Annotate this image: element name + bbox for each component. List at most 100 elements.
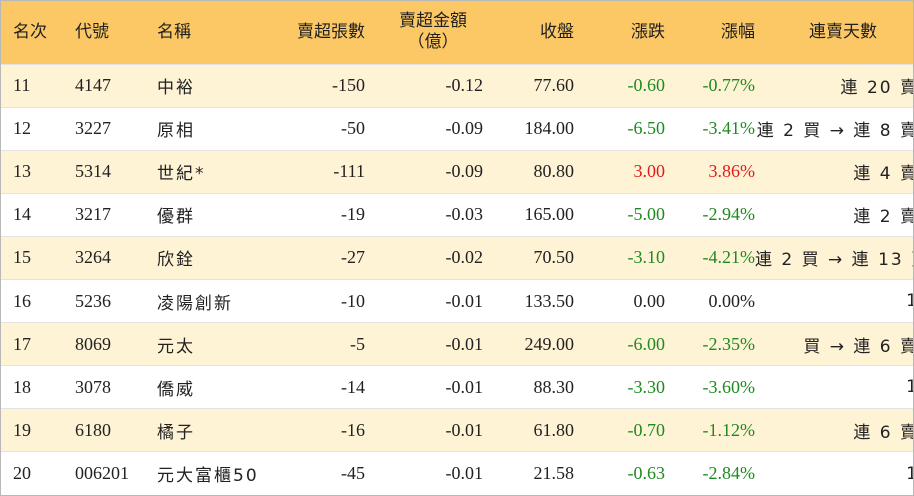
cell-close: 133.50 — [524, 290, 575, 311]
header-change-pct[interactable]: 漲幅 — [721, 21, 755, 42]
cell-change-pct: 0.00% — [708, 290, 756, 311]
cell-change: -0.60 — [627, 75, 666, 96]
cell-sell-lots: -50 — [341, 118, 365, 139]
cell-code: 6180 — [75, 419, 111, 440]
cell-rank: 14 — [13, 204, 31, 225]
cell-change-pct: -0.77% — [702, 75, 756, 96]
cell-name: 凌陽創新 — [157, 293, 233, 314]
table-row[interactable]: 19 6180 橘子 -16 -0.01 61.80 -0.70 -1.12% 連 6 賣 — [1, 408, 914, 452]
header-sell-amount-unit: （億） — [407, 32, 459, 53]
cell-streak: 連 2 買 → 連 8 賣 — [756, 121, 914, 142]
header-close[interactable]: 收盤 — [540, 21, 574, 42]
cell-change: -0.70 — [627, 419, 666, 440]
cell-code: 5236 — [75, 290, 111, 311]
cell-code: 006201 — [75, 463, 129, 484]
cell-change: -6.00 — [627, 333, 666, 354]
cell-name: 僑威 — [157, 379, 195, 400]
cell-name: 優群 — [157, 207, 195, 228]
cell-change: 0.00 — [633, 290, 666, 311]
cell-change-pct: -2.94% — [702, 204, 756, 225]
cell-streak: 連 2 賣 — [853, 207, 914, 228]
cell-name: 世紀* — [157, 164, 206, 185]
cell-sell-amount: -0.01 — [445, 463, 484, 484]
cell-rank: 16 — [13, 290, 31, 311]
cell-sell-lots: -14 — [341, 376, 365, 397]
cell-change-pct: -4.21% — [702, 247, 756, 268]
table-row[interactable]: 15 3264 欣銓 -27 -0.02 70.50 -3.10 -4.21% 連 2 買 → … — [1, 236, 914, 280]
cell-name: 元太 — [157, 336, 195, 357]
cell-close: 70.50 — [533, 247, 575, 268]
cell-change: -0.63 — [627, 463, 666, 484]
cell-change-pct: -3.41% — [702, 118, 756, 139]
table-row[interactable]: 20 006201 元大富櫃50 -45 -0.01 21.58 -0.63 -2.84%1 — [1, 451, 913, 495]
cell-sell-lots: -10 — [341, 290, 365, 311]
cell-rank: 17 — [13, 333, 31, 354]
cell-sell-lots: -27 — [341, 247, 365, 268]
cell-code: 3217 — [75, 204, 111, 225]
cell-sell-amount: -0.02 — [445, 247, 484, 268]
cell-streak: 連 2 買 → 連 13 賣 — [755, 250, 914, 271]
cell-code: 4147 — [75, 75, 111, 96]
header-name[interactable]: 名稱 — [157, 21, 191, 42]
cell-streak: 連 6 賣 — [853, 422, 914, 443]
cell-sell-lots: -5 — [350, 333, 365, 354]
header-code[interactable]: 代號 — [75, 21, 109, 42]
cell-sell-lots: -111 — [333, 161, 365, 182]
cell-close: 184.00 — [524, 118, 575, 139]
cell-change-pct: -3.60% — [702, 376, 756, 397]
cell-sell-amount: -0.12 — [445, 75, 484, 96]
cell-close: 80.80 — [533, 161, 575, 182]
cell-change: 3.00 — [633, 161, 666, 182]
header-sell-lots[interactable]: 賣超張數 — [297, 21, 365, 42]
cell-close: 21.58 — [533, 463, 575, 484]
cell-change: -3.30 — [627, 376, 666, 397]
cell-sell-amount: -0.01 — [445, 376, 484, 397]
table-header-row: 名次 代號 名稱 賣超張數 賣超金額 （億） 收盤 漲跌 漲幅 連賣天數 — [1, 1, 913, 64]
cell-sell-amount: -0.03 — [445, 204, 484, 225]
table-row[interactable]: 14 3217 優群 -19 -0.03 165.00 -5.00 -2.94% 連 2 賣 — [1, 193, 914, 237]
cell-name: 原相 — [157, 121, 195, 142]
table-row[interactable]: 13 5314 世紀* -111 -0.09 80.80 3.00 3.86% 連 4 賣 — [1, 150, 913, 194]
cell-sell-amount: -0.01 — [445, 419, 484, 440]
cell-sell-lots: -150 — [332, 75, 365, 96]
cell-sell-lots: -16 — [341, 419, 365, 440]
cell-close: 77.60 — [533, 75, 575, 96]
header-rank[interactable]: 名次 — [13, 21, 47, 42]
cell-change-pct: -2.84% — [702, 463, 756, 484]
header-change[interactable]: 漲跌 — [631, 21, 665, 42]
cell-rank: 15 — [13, 247, 31, 268]
cell-close: 165.00 — [524, 204, 575, 225]
cell-code: 8069 — [75, 333, 111, 354]
cell-rank: 12 — [13, 118, 31, 139]
cell-close: 61.80 — [533, 419, 575, 440]
table-row[interactable]: 18 3078 僑威 -14 -0.01 88.30 -3.30 -3.60%1 — [1, 365, 913, 409]
cell-code: 3264 — [75, 247, 111, 268]
table-row[interactable]: 16 5236 凌陽創新 -10 -0.01 133.50 0.00 0.00%1 — [1, 279, 913, 323]
cell-rank: 18 — [13, 376, 31, 397]
cell-name: 元大富櫃50 — [157, 466, 259, 487]
table-row[interactable]: 17 8069 元太 -5 -0.01 249.00 -6.00 -2.35% 買 → 連 6 … — [1, 322, 914, 366]
header-streak[interactable]: 連賣天數 — [809, 21, 877, 42]
cell-rank: 19 — [13, 419, 31, 440]
cell-close: 88.30 — [533, 376, 575, 397]
cell-sell-amount: -0.09 — [445, 118, 484, 139]
cell-sell-amount: -0.01 — [445, 333, 484, 354]
cell-rank: 13 — [13, 161, 31, 182]
cell-name: 欣銓 — [157, 250, 195, 271]
header-sell-amount[interactable]: 賣超金額 （億） — [365, 1, 483, 64]
cell-streak: 買 → 連 6 賣 — [803, 336, 914, 357]
cell-close: 249.00 — [524, 333, 575, 354]
cell-sell-amount: -0.01 — [445, 290, 484, 311]
table-row[interactable]: 12 3227 原相 -50 -0.09 184.00 -6.50 -3.41% 連 2 買 →… — [1, 107, 914, 151]
cell-streak: 1 — [755, 279, 913, 322]
cell-rank: 20 — [13, 463, 31, 484]
cell-change: -5.00 — [627, 204, 666, 225]
cell-streak: 1 — [755, 366, 913, 409]
cell-change-pct: -2.35% — [702, 333, 756, 354]
header-sell-amount-label: 賣超金額 — [399, 11, 467, 32]
cell-streak: 連 20 賣 — [840, 78, 914, 99]
table-row[interactable]: 11 4147 中裕 -150 -0.12 77.60 -0.60 -0.77% 連 20 賣 — [1, 64, 914, 108]
cell-code: 3227 — [75, 118, 111, 139]
cell-change-pct: 3.86% — [708, 161, 756, 182]
